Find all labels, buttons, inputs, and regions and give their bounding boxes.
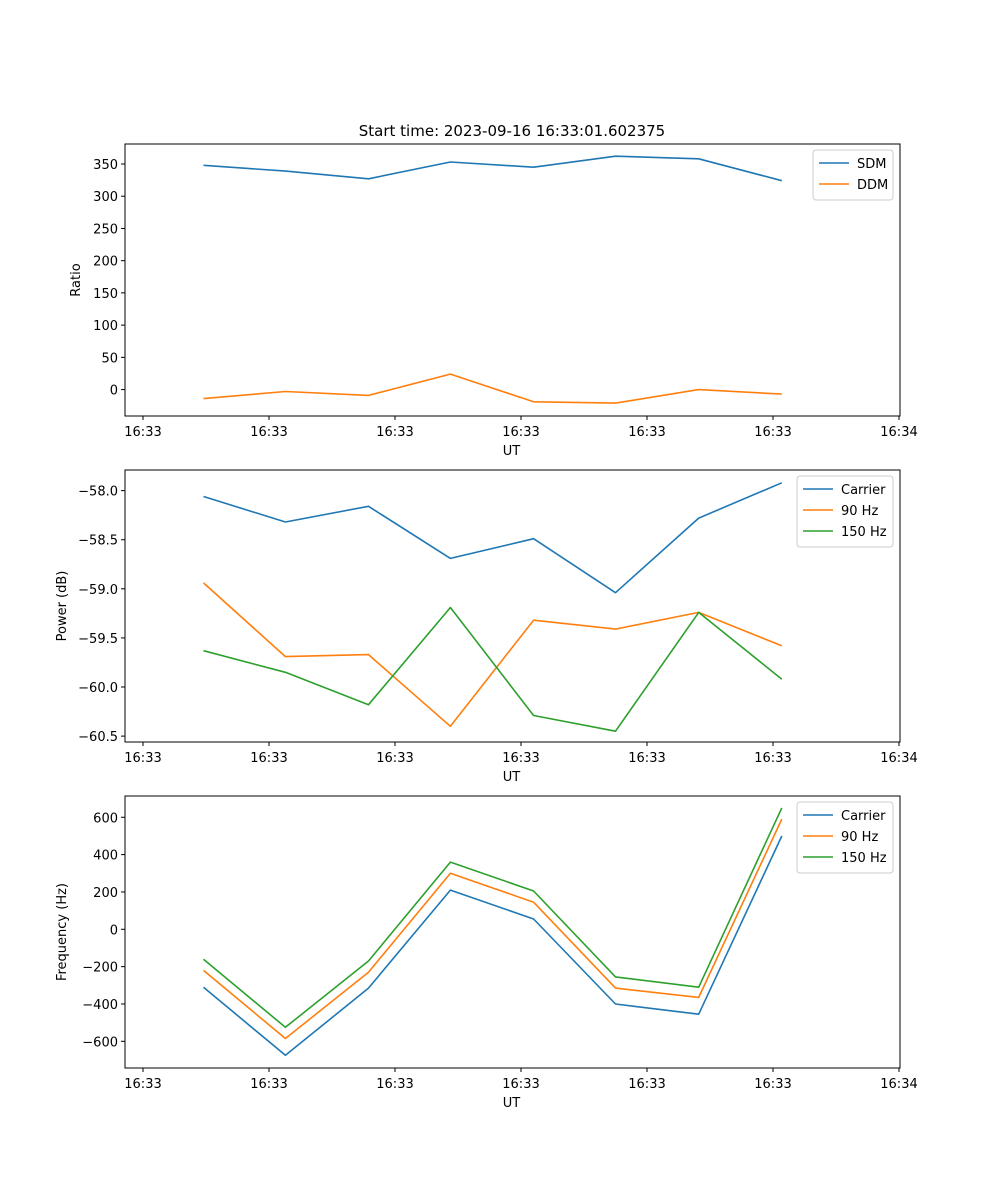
legend: Carrier 90 Hz 150 Hz: [796, 801, 894, 874]
y-tick-label: 400: [93, 849, 118, 864]
legend-box: [796, 475, 894, 548]
y-tick-label: 0: [110, 384, 118, 399]
x-tick-label: 16:33: [754, 425, 791, 440]
axes-frame: [124, 469, 901, 743]
x-tick-label: 16:33: [250, 1077, 287, 1092]
y-tick-label: 250: [93, 222, 118, 237]
legend-label: Carrier: [841, 809, 886, 824]
series-line-ddm: [203, 373, 782, 404]
y-tick-label: −58.5: [78, 534, 118, 549]
y-tick-label: −400: [82, 998, 118, 1013]
x-tick-label: 16:33: [250, 425, 287, 440]
x-tick-label: 16:33: [124, 751, 161, 766]
legend-label: 90 Hz: [841, 830, 878, 845]
y-tick-label: −200: [82, 961, 118, 976]
x-tick-label: 16:33: [250, 751, 287, 766]
chart-panel-2: 16:33 16:33 16:33 16:33 16:33 16:33 16:34 −60.5…: [55, 469, 918, 785]
figure-title: Start time: 2023-09-16 16:33:01.602375: [359, 122, 665, 140]
legend-label: 90 Hz: [841, 504, 878, 519]
legend-label: 150 Hz: [841, 525, 887, 540]
series-line-150-hz: [202, 807, 783, 1029]
legend-label: DDM: [857, 178, 888, 193]
y-tick-label: 100: [93, 319, 118, 334]
y-tick-label: 0: [110, 923, 118, 938]
x-tick-label: 16:33: [376, 751, 413, 766]
x-tick-label: 16:34: [880, 425, 917, 440]
legend: Carrier 90 Hz 150 Hz: [796, 475, 894, 548]
x-tick-label: 16:34: [880, 751, 917, 766]
series-line-90-hz: [202, 818, 783, 1040]
series-line-sdm: [203, 155, 783, 182]
legend-box: [796, 801, 894, 874]
axes-frame: [124, 143, 901, 417]
x-tick-label: 16:33: [502, 751, 539, 766]
series-line-carrier: [203, 482, 783, 594]
x-tick-label: 16:33: [376, 1077, 413, 1092]
y-tick-label: 150: [93, 287, 118, 302]
x-tick-label: 16:33: [754, 751, 791, 766]
axes-frame: [124, 795, 901, 1069]
legend: SDM DDM: [812, 149, 894, 201]
chart-panel-3: 16:33 16:33 16:33 16:33 16:33 16:33 16:34 −600 −…: [55, 795, 918, 1111]
x-tick-label: 16:33: [628, 751, 665, 766]
y-tick-label: 300: [93, 190, 118, 205]
y-tick-label: −600: [82, 1035, 118, 1050]
x-tick-label: 16:33: [124, 425, 161, 440]
y-axis-label: Frequency (Hz): [55, 883, 70, 981]
y-tick-label: −59.5: [78, 632, 118, 647]
series-line-90-hz: [202, 582, 783, 728]
y-tick-label: 200: [93, 255, 118, 270]
legend-label: 150 Hz: [841, 851, 887, 866]
x-tick-label: 16:33: [124, 1077, 161, 1092]
y-tick-label: −59.0: [78, 583, 118, 598]
y-tick-label: −58.0: [78, 485, 118, 500]
legend-label: Carrier: [841, 483, 886, 498]
x-tick-label: 16:33: [754, 1077, 791, 1092]
x-tick-label: 16:33: [502, 425, 539, 440]
x-axis-label: UT: [503, 444, 521, 459]
series-line-carrier: [202, 835, 783, 1057]
y-tick-label: 50: [101, 351, 118, 366]
x-axis-label: UT: [503, 770, 521, 785]
series-line-150-hz: [203, 606, 783, 733]
y-axis-label: Power (dB): [55, 571, 70, 642]
y-tick-label: 600: [93, 811, 118, 826]
y-tick-label: −60.0: [78, 681, 118, 696]
y-tick-label: 350: [93, 158, 118, 173]
chart-panel-1: 16:33 16:33 16:33 16:33 16:33 16:33 16:34 0 50 10…: [69, 143, 918, 459]
x-tick-label: 16:33: [628, 425, 665, 440]
x-tick-label: 16:33: [502, 1077, 539, 1092]
y-axis-label: Ratio: [69, 263, 84, 296]
x-tick-label: 16:34: [880, 1077, 917, 1092]
x-tick-label: 16:33: [376, 425, 413, 440]
y-tick-label: −60.5: [78, 730, 118, 745]
legend-label: SDM: [857, 157, 886, 172]
x-axis-label: UT: [503, 1096, 521, 1111]
x-tick-label: 16:33: [628, 1077, 665, 1092]
y-tick-label: 200: [93, 886, 118, 901]
